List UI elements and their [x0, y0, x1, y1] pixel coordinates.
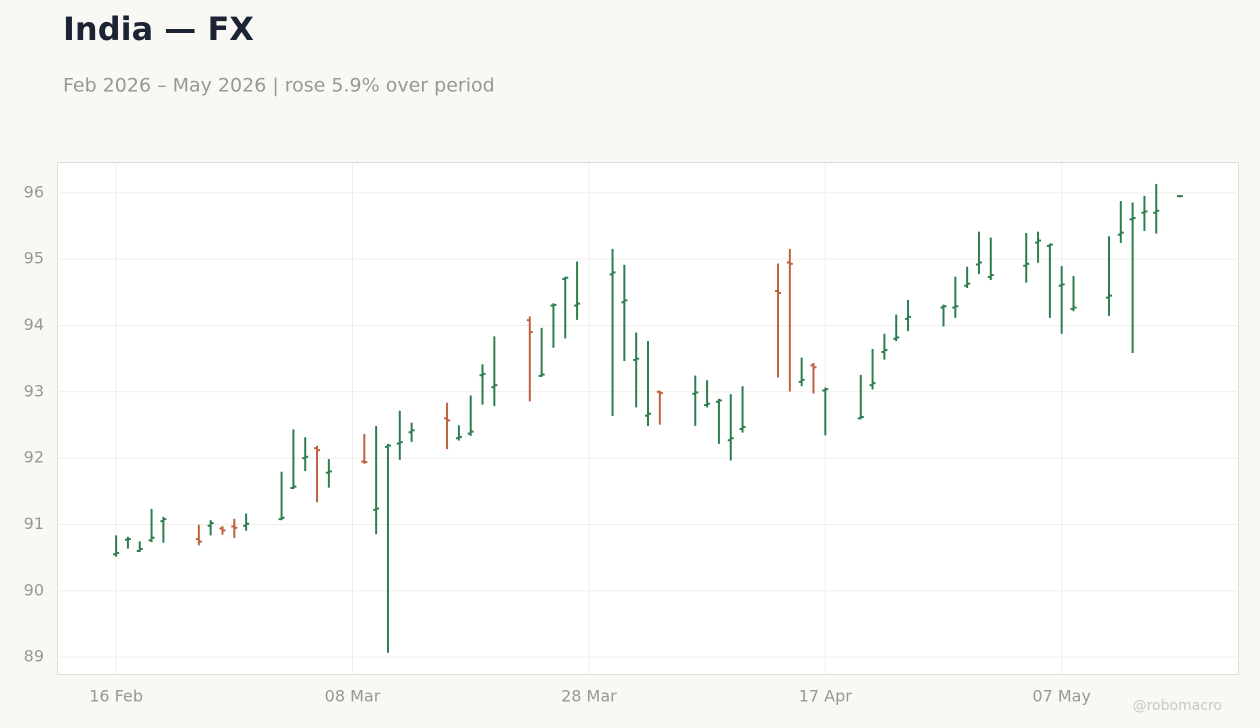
y-tick-label: 91 — [24, 514, 44, 533]
x-tick-label: 08 Mar — [325, 687, 381, 706]
x-tick-label: 28 Mar — [561, 687, 617, 706]
y-tick-label: 93 — [24, 381, 44, 400]
watermark: @robomacro — [1133, 698, 1222, 714]
y-tick-label: 89 — [24, 647, 44, 666]
y-tick-label: 92 — [24, 448, 44, 467]
x-tick-label: 17 Apr — [799, 687, 853, 706]
y-tick-label: 94 — [24, 315, 44, 334]
y-tick-label: 95 — [24, 249, 44, 268]
chart-subtitle: Feb 2026 – May 2026 | rose 5.9% over per… — [63, 75, 495, 97]
x-tick-label: 07 May — [1032, 687, 1091, 706]
y-tick-label: 96 — [24, 182, 44, 201]
x-tick-label: 16 Feb — [89, 687, 143, 706]
y-tick-label: 90 — [24, 580, 44, 599]
chart-title: India — FX — [63, 10, 254, 48]
